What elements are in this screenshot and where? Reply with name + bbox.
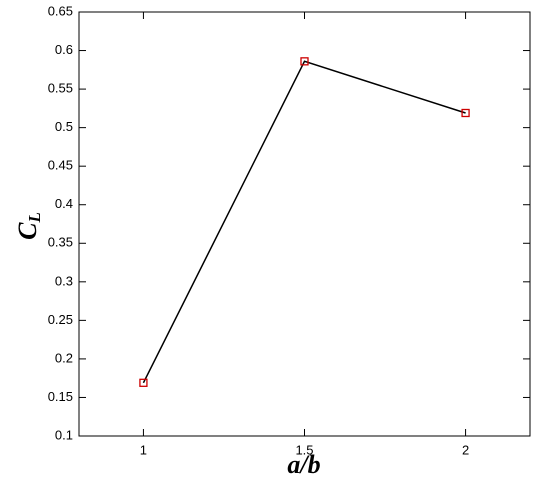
marker — [461, 108, 470, 118]
y-tick-label: 0.3 — [55, 273, 73, 288]
marker — [139, 378, 148, 387]
y-axis-title: CL — [13, 212, 44, 240]
y-tick-label: 0.35 — [48, 235, 73, 250]
y-tick-label: 0.15 — [48, 389, 73, 404]
y-tick-label: 0.55 — [48, 81, 73, 96]
y-tick-label: 0.45 — [48, 158, 73, 173]
plot-frame — [78, 11, 531, 437]
x-tick-label: 1 — [140, 442, 147, 457]
series-line — [142, 60, 466, 384]
x-tick-label: 1.5 — [295, 442, 313, 457]
y-tick-label: 0.2 — [55, 350, 73, 365]
y-tick-label: 0.1 — [55, 427, 73, 442]
y-axis-title-main: C — [13, 222, 42, 240]
x-tick-label: 2 — [462, 442, 469, 457]
y-tick-label: 0.25 — [48, 312, 73, 327]
y-tick-label: 0.65 — [48, 3, 73, 18]
y-tick-label: 0.4 — [55, 196, 73, 211]
y-axis-title-group: CL — [13, 212, 44, 240]
y-tick-label: 0.6 — [55, 42, 73, 57]
y-tick-label: 0.5 — [55, 119, 73, 134]
x-axis-title: a/b — [287, 450, 320, 479]
marker — [300, 57, 309, 66]
y-axis-title-sub: L — [25, 212, 44, 223]
